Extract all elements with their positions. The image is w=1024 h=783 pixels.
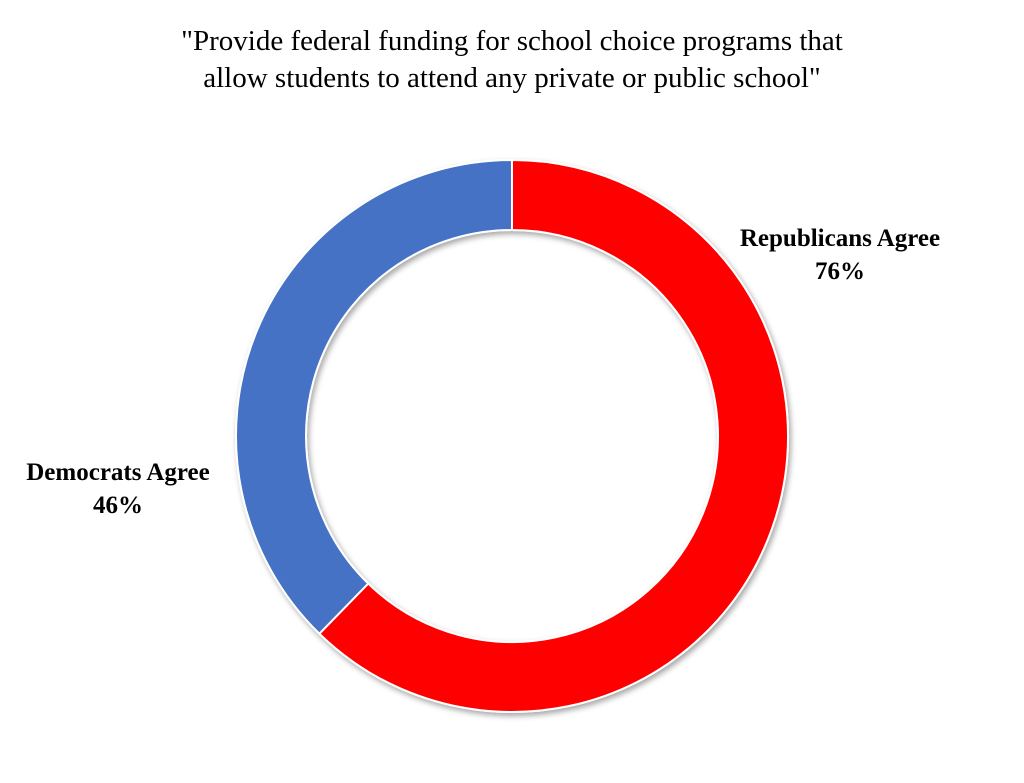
chart-title: "Provide federal funding for school choi… — [181, 25, 843, 94]
donut-slices — [235, 158, 789, 713]
slice-labels: Republicans Agree 76% Democrats Agree 46… — [26, 225, 940, 519]
chart-title-line-2: allow students to attend any private or … — [203, 62, 820, 94]
slice-value-republicans: 76% — [815, 258, 865, 285]
donut-slice-republicans-agree — [317, 158, 789, 713]
chart-title-line-1: "Provide federal funding for school choi… — [181, 25, 843, 57]
slice-label-republicans: Republicans Agree — [740, 225, 940, 252]
slice-value-democrats: 46% — [93, 492, 143, 519]
slice-label-democrats: Democrats Agree — [26, 459, 209, 486]
donut-slice-democrats-agree — [235, 158, 513, 636]
